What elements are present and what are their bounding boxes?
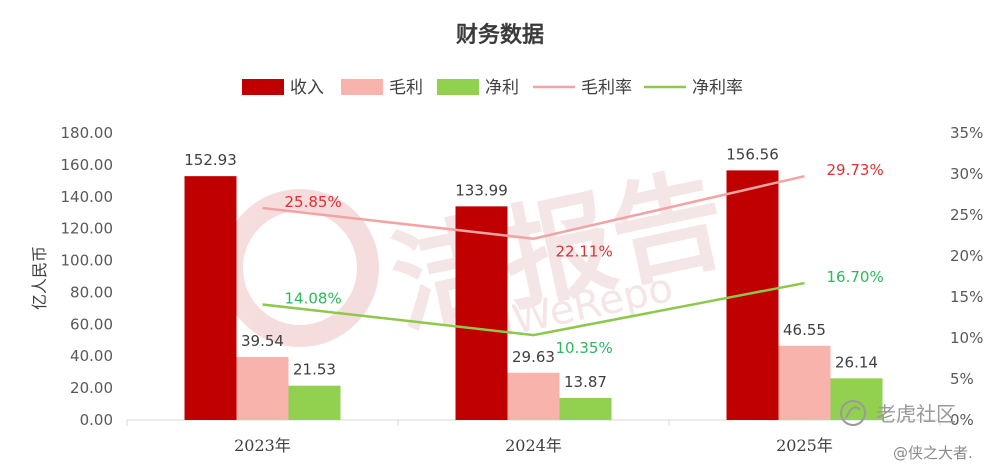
y-tick-label: 40.00: [70, 347, 113, 365]
y2-tick-label: 10%: [950, 329, 983, 347]
line-value-label: 14.08%: [285, 290, 342, 308]
line-净利率: [262, 281, 805, 337]
x-tick-label: 2023年: [234, 436, 291, 455]
bar-毛利: [778, 345, 831, 420]
bars: [184, 170, 883, 420]
bar-value-label: 13.87: [564, 373, 607, 391]
legend-label: 净利: [485, 78, 519, 98]
credit-handle: @侠之大者.: [893, 444, 973, 462]
bar-收入: [726, 170, 779, 420]
credit: 老虎社区 @侠之大者.: [840, 400, 973, 462]
y-tick-label: 140.00: [61, 188, 114, 206]
data-labels: 152.93 133.99 156.56 39.54 29.63 46.55 21.53 13…: [184, 145, 883, 391]
y2-tick-label: 25%: [950, 206, 983, 224]
bar-value-label: 39.54: [241, 332, 284, 350]
y2-tick-label: 30%: [950, 165, 983, 183]
y-tick-label: 160.00: [61, 156, 114, 174]
credit-brand: 老虎社区: [876, 402, 956, 426]
y-axis-left: 0.00 20.00 40.00 60.00 80.00 100.00 120.00 140.…: [61, 124, 114, 429]
bar-value-label: 152.93: [184, 151, 237, 169]
y2-tick-label: 35%: [950, 124, 983, 142]
y-tick-label: 120.00: [61, 220, 114, 238]
y2-tick-label: 5%: [950, 370, 974, 388]
legend-label: 净利率: [692, 78, 743, 98]
line-value-label: 25.85%: [285, 193, 342, 211]
bar-value-label: 26.14: [835, 353, 878, 371]
watermark-logo-icon: [221, 189, 379, 347]
bar-value-label: 133.99: [455, 181, 508, 199]
y-tick-label: 180.00: [61, 124, 114, 142]
y-tick-label: 0.00: [80, 411, 113, 429]
legend-swatch: [341, 79, 383, 95]
legend-label: 收入: [290, 78, 324, 98]
bar-净利: [559, 397, 612, 420]
y-tick-label: 80.00: [70, 283, 113, 301]
x-tick-label: 2025年: [776, 436, 833, 455]
legend-swatch: [437, 79, 479, 95]
x-tick-label: 2024年: [505, 436, 562, 455]
bar-value-label: 156.56: [726, 145, 779, 163]
bar-value-label: 29.63: [512, 348, 555, 366]
y-tick-label: 60.00: [70, 315, 113, 333]
bar-毛利: [236, 356, 289, 420]
y-axis-right: 0% 5% 10% 15% 20% 25% 30% 35%: [950, 124, 983, 429]
bar-收入: [184, 176, 237, 420]
line-毛利率: [262, 174, 805, 240]
bar-value-label: 46.55: [783, 321, 826, 339]
legend-swatch: [242, 79, 284, 95]
y2-tick-label: 20%: [950, 247, 983, 265]
line-value-label: 16.70%: [827, 268, 884, 286]
bar-毛利: [507, 372, 560, 420]
x-axis: 2023年 2024年 2025年: [126, 419, 941, 455]
chart-title: 财务数据: [456, 22, 544, 48]
y-tick-label: 20.00: [70, 379, 113, 397]
legend: 收入 毛利 净利 毛利率 净利率: [242, 78, 743, 98]
line-value-label: 22.11%: [556, 243, 613, 261]
y2-tick-label: 0%: [950, 411, 974, 429]
line-value-label: 29.73%: [827, 161, 884, 179]
line-value-label: 10.35%: [556, 339, 613, 357]
y-axis-label: 亿人民币: [30, 246, 49, 310]
bar-value-label: 21.53: [293, 361, 336, 379]
bar-净利: [830, 378, 883, 420]
legend-label: 毛利率: [581, 78, 632, 98]
y-tick-label: 100.00: [61, 252, 114, 270]
y2-tick-label: 15%: [950, 288, 983, 306]
bar-净利: [288, 385, 341, 420]
lines: [262, 174, 805, 337]
legend-label: 毛利: [389, 78, 423, 98]
bar-收入: [455, 206, 508, 420]
tiger-logo-icon: [840, 400, 866, 426]
